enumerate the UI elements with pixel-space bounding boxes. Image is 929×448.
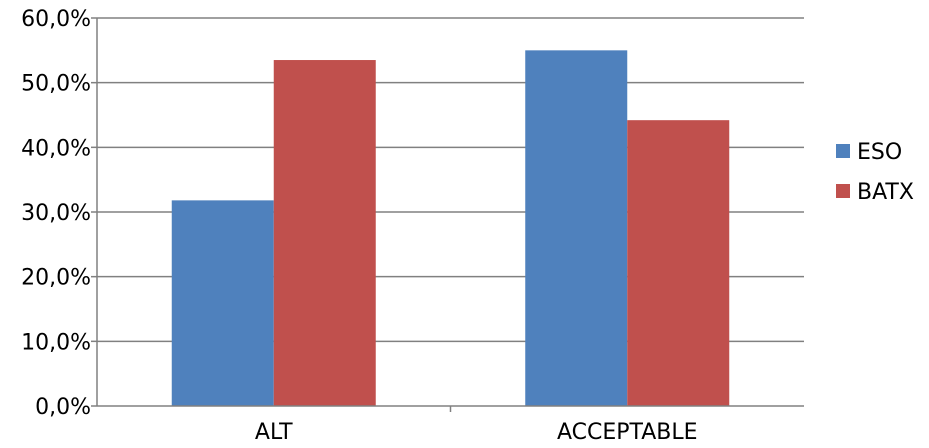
bar-eso-acceptable <box>525 50 628 406</box>
legend-label-batx: BATX <box>857 180 914 205</box>
y-tick-label: 10,0% <box>21 330 91 355</box>
category-labels: ALT ACCEPTABLE <box>255 420 698 445</box>
category-label: ALT <box>255 420 293 445</box>
y-tick-label: 20,0% <box>21 266 91 291</box>
y-tick-label: 30,0% <box>21 201 91 226</box>
bar-batx-alt <box>273 60 376 407</box>
legend-label-eso: ESO <box>857 140 902 165</box>
legend-swatch-eso <box>836 144 850 158</box>
legend: ESO BATX <box>836 140 914 205</box>
legend-swatch-batx <box>836 184 850 198</box>
y-tick-label: 50,0% <box>21 72 91 97</box>
bars <box>171 50 730 407</box>
y-tick-label: 0,0% <box>35 395 91 420</box>
y-tick-labels: 0,0% 10,0% 20,0% 30,0% 40,0% 50,0% 60,0% <box>21 7 91 420</box>
bar-batx-acceptable <box>627 120 730 406</box>
axes <box>96 18 804 407</box>
y-tick-label: 40,0% <box>21 136 91 161</box>
bar-eso-alt <box>171 200 274 406</box>
category-label: ACCEPTABLE <box>557 420 698 445</box>
y-tick-label: 60,0% <box>21 7 91 32</box>
